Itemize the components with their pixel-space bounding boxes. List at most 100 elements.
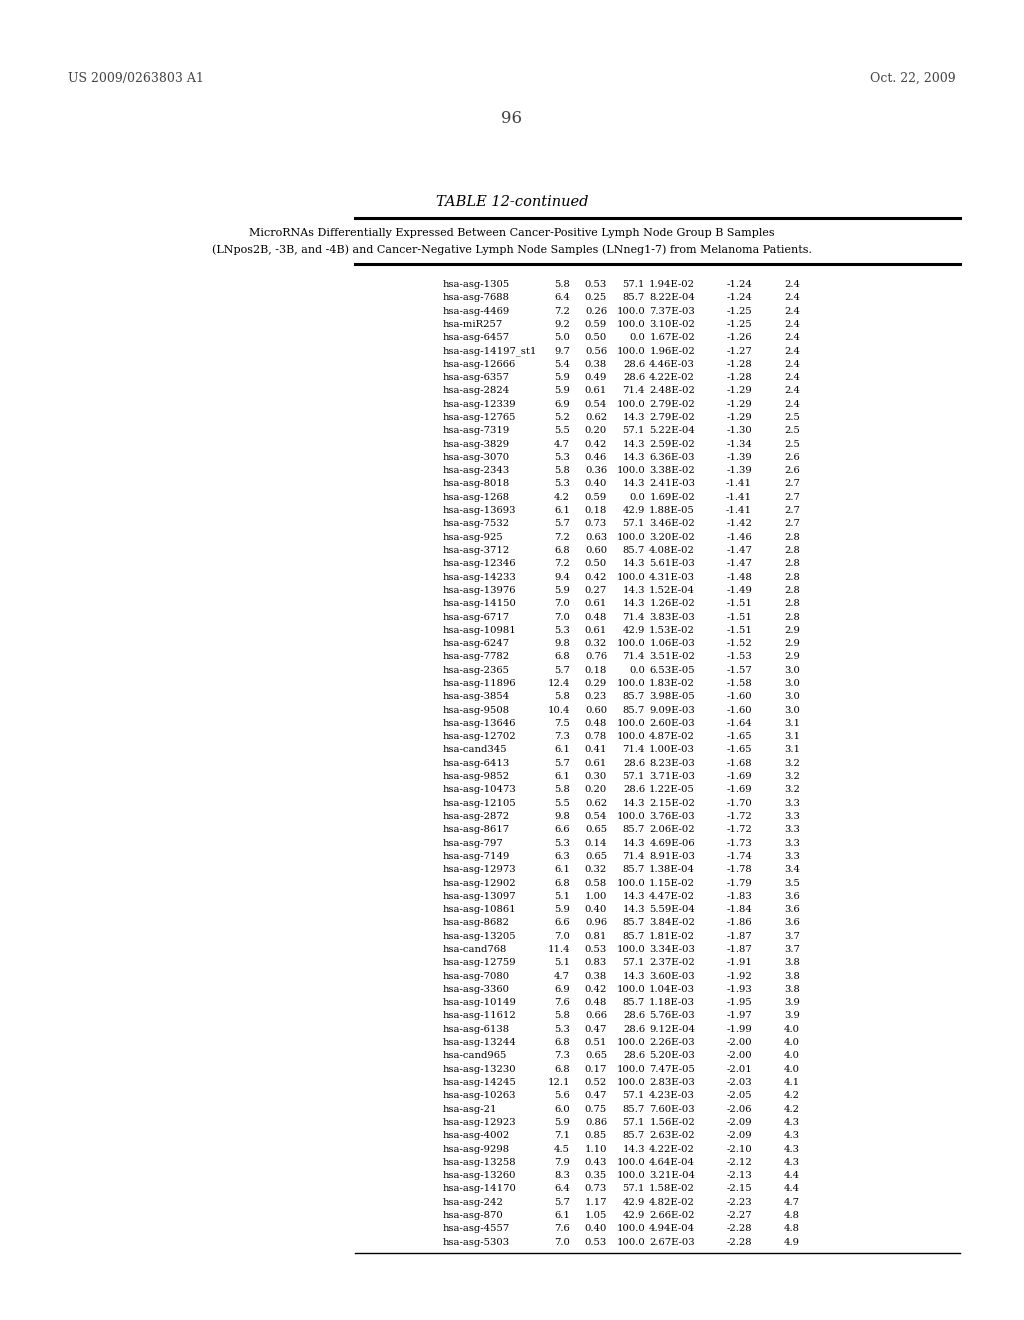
Text: -1.65: -1.65 <box>726 746 752 755</box>
Text: hsa-asg-3854: hsa-asg-3854 <box>443 692 510 701</box>
Text: 6.8: 6.8 <box>554 1065 570 1073</box>
Text: 0.20: 0.20 <box>585 426 607 436</box>
Text: 6.1: 6.1 <box>554 865 570 874</box>
Text: 2.8: 2.8 <box>784 612 800 622</box>
Text: 9.09E-03: 9.09E-03 <box>649 706 695 714</box>
Text: 2.9: 2.9 <box>784 652 800 661</box>
Text: 96: 96 <box>502 110 522 127</box>
Text: 5.9: 5.9 <box>554 374 570 381</box>
Text: 71.4: 71.4 <box>623 612 645 622</box>
Text: 71.4: 71.4 <box>623 652 645 661</box>
Text: -1.73: -1.73 <box>726 838 752 847</box>
Text: 2.9: 2.9 <box>784 639 800 648</box>
Text: 0.73: 0.73 <box>585 1184 607 1193</box>
Text: hsa-asg-4002: hsa-asg-4002 <box>443 1131 510 1140</box>
Text: hsa-asg-3712: hsa-asg-3712 <box>443 546 510 554</box>
Text: hsa-asg-870: hsa-asg-870 <box>443 1210 504 1220</box>
Text: hsa-asg-6357: hsa-asg-6357 <box>443 374 510 381</box>
Text: 7.5: 7.5 <box>554 719 570 727</box>
Text: 1.58E-02: 1.58E-02 <box>649 1184 695 1193</box>
Text: 0.18: 0.18 <box>585 506 607 515</box>
Text: 0.59: 0.59 <box>585 492 607 502</box>
Text: 4.2: 4.2 <box>784 1092 800 1101</box>
Text: 2.4: 2.4 <box>784 293 800 302</box>
Text: 0.40: 0.40 <box>585 906 607 913</box>
Text: 100.0: 100.0 <box>616 879 645 887</box>
Text: 3.8: 3.8 <box>784 985 800 994</box>
Text: hsa-asg-7688: hsa-asg-7688 <box>443 293 510 302</box>
Text: 3.6: 3.6 <box>784 919 800 928</box>
Text: -1.29: -1.29 <box>726 413 752 422</box>
Text: -1.24: -1.24 <box>726 293 752 302</box>
Text: 3.3: 3.3 <box>784 838 800 847</box>
Text: 3.34E-03: 3.34E-03 <box>649 945 695 954</box>
Text: (LNpos2B, -3B, and -4B) and Cancer-Negative Lymph Node Samples (LNneg1-7) from M: (LNpos2B, -3B, and -4B) and Cancer-Negat… <box>212 244 812 255</box>
Text: hsa-asg-12666: hsa-asg-12666 <box>443 360 516 368</box>
Text: 100.0: 100.0 <box>616 719 645 727</box>
Text: hsa-asg-13976: hsa-asg-13976 <box>443 586 516 595</box>
Text: 0.48: 0.48 <box>585 998 607 1007</box>
Text: hsa-cand768: hsa-cand768 <box>443 945 507 954</box>
Text: hsa-asg-13230: hsa-asg-13230 <box>443 1065 517 1073</box>
Text: 5.3: 5.3 <box>554 838 570 847</box>
Text: 3.6: 3.6 <box>784 892 800 900</box>
Text: 3.2: 3.2 <box>784 759 800 768</box>
Text: 2.83E-03: 2.83E-03 <box>649 1078 695 1086</box>
Text: -1.51: -1.51 <box>726 626 752 635</box>
Text: 28.6: 28.6 <box>623 374 645 381</box>
Text: 1.18E-03: 1.18E-03 <box>649 998 695 1007</box>
Text: 2.9: 2.9 <box>784 626 800 635</box>
Text: hsa-asg-13693: hsa-asg-13693 <box>443 506 516 515</box>
Text: 0.61: 0.61 <box>585 599 607 609</box>
Text: hsa-asg-1268: hsa-asg-1268 <box>443 492 510 502</box>
Text: 42.9: 42.9 <box>623 506 645 515</box>
Text: 100.0: 100.0 <box>616 1171 645 1180</box>
Text: 2.79E-02: 2.79E-02 <box>649 413 695 422</box>
Text: -2.03: -2.03 <box>726 1078 752 1086</box>
Text: 6.6: 6.6 <box>554 825 570 834</box>
Text: 7.9: 7.9 <box>554 1158 570 1167</box>
Text: 2.37E-02: 2.37E-02 <box>649 958 695 968</box>
Text: 2.79E-02: 2.79E-02 <box>649 400 695 409</box>
Text: 0.63: 0.63 <box>585 533 607 541</box>
Text: hsa-asg-13646: hsa-asg-13646 <box>443 719 516 727</box>
Text: 0.42: 0.42 <box>585 440 607 449</box>
Text: 0.42: 0.42 <box>585 573 607 582</box>
Text: 2.4: 2.4 <box>784 319 800 329</box>
Text: 2.15E-02: 2.15E-02 <box>649 799 695 808</box>
Text: 3.0: 3.0 <box>784 665 800 675</box>
Text: 11.4: 11.4 <box>548 945 570 954</box>
Text: 4.2: 4.2 <box>784 1105 800 1114</box>
Text: 4.9: 4.9 <box>784 1238 800 1246</box>
Text: 1.26E-02: 1.26E-02 <box>649 599 695 609</box>
Text: 57.1: 57.1 <box>623 1092 645 1101</box>
Text: 2.4: 2.4 <box>784 387 800 396</box>
Text: 5.1: 5.1 <box>554 958 570 968</box>
Text: 5.9: 5.9 <box>554 906 570 913</box>
Text: 9.4: 9.4 <box>554 573 570 582</box>
Text: 3.0: 3.0 <box>784 706 800 714</box>
Text: 2.6: 2.6 <box>784 453 800 462</box>
Text: 7.3: 7.3 <box>554 733 570 742</box>
Text: US 2009/0263803 A1: US 2009/0263803 A1 <box>68 73 204 84</box>
Text: 85.7: 85.7 <box>623 919 645 928</box>
Text: hsa-asg-9298: hsa-asg-9298 <box>443 1144 510 1154</box>
Text: 100.0: 100.0 <box>616 733 645 742</box>
Text: 0.41: 0.41 <box>585 746 607 755</box>
Text: 0.50: 0.50 <box>585 560 607 569</box>
Text: 14.3: 14.3 <box>623 599 645 609</box>
Text: 1.96E-02: 1.96E-02 <box>649 346 695 355</box>
Text: -1.84: -1.84 <box>726 906 752 913</box>
Text: 2.8: 2.8 <box>784 599 800 609</box>
Text: 1.10: 1.10 <box>585 1144 607 1154</box>
Text: 0.53: 0.53 <box>585 945 607 954</box>
Text: hsa-asg-12702: hsa-asg-12702 <box>443 733 517 742</box>
Text: 5.6: 5.6 <box>554 1092 570 1101</box>
Text: -1.57: -1.57 <box>726 665 752 675</box>
Text: hsa-asg-4469: hsa-asg-4469 <box>443 306 510 315</box>
Text: 5.5: 5.5 <box>554 799 570 808</box>
Text: 0.85: 0.85 <box>585 1131 607 1140</box>
Text: 1.69E-02: 1.69E-02 <box>649 492 695 502</box>
Text: -2.27: -2.27 <box>726 1210 752 1220</box>
Text: 2.7: 2.7 <box>784 519 800 528</box>
